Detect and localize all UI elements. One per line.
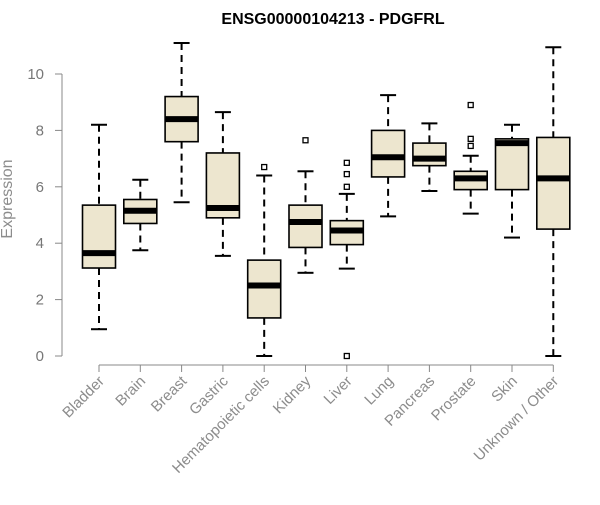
y-axis-label: Expression	[0, 159, 16, 238]
outlier-point	[343, 170, 350, 178]
outlier-point	[467, 101, 474, 109]
x-category-label: Breast	[148, 372, 191, 415]
x-category-label: Brain	[112, 373, 149, 410]
box-hematopoietic-cells	[246, 163, 282, 357]
box-skin	[494, 123, 530, 239]
x-category-label: Liver	[321, 373, 356, 408]
box-iqr	[412, 142, 447, 167]
box-iqr	[81, 204, 117, 269]
y-tick-label: 6	[36, 179, 44, 196]
y-axis: 0 2 4 6 8 10	[27, 66, 63, 365]
y-tick-label: 2	[36, 292, 44, 309]
box-iqr	[246, 259, 282, 319]
y-tick-label: 4	[36, 235, 44, 252]
x-category-label: Lung	[361, 373, 397, 409]
outlier-point	[261, 163, 268, 171]
x-category-label: Skin	[488, 373, 521, 406]
x-category-label: Kidney	[270, 372, 315, 417]
box-unknown-other	[535, 46, 571, 357]
outlier-point	[343, 183, 350, 190]
box-breast	[164, 41, 199, 204]
outlier-point	[467, 135, 474, 143]
box-iqr	[535, 136, 571, 230]
box-iqr	[370, 129, 406, 178]
y-tick-label: 0	[36, 348, 44, 365]
outlier-point	[302, 137, 309, 144]
box-bladder	[81, 123, 117, 331]
box-pancreas	[412, 122, 447, 193]
box-kidney	[288, 137, 323, 274]
box-iqr	[288, 204, 323, 249]
box-iqr	[494, 138, 530, 191]
box-lung	[370, 94, 406, 218]
box-brain	[123, 178, 158, 252]
outlier-point	[343, 159, 350, 166]
chart-title: ENSG00000104213 - PDGFRL	[221, 11, 444, 28]
y-tick-label: 10	[27, 66, 44, 83]
x-category-label: Prostate	[428, 373, 480, 425]
box-group	[81, 41, 571, 360]
outlier-point	[467, 142, 474, 150]
box-gastric	[205, 111, 241, 257]
box-liver	[329, 159, 365, 360]
outlier-point	[343, 352, 350, 360]
y-tick-label: 8	[36, 122, 44, 139]
x-category-label: Bladder	[59, 373, 108, 422]
box-prostate	[453, 101, 489, 215]
